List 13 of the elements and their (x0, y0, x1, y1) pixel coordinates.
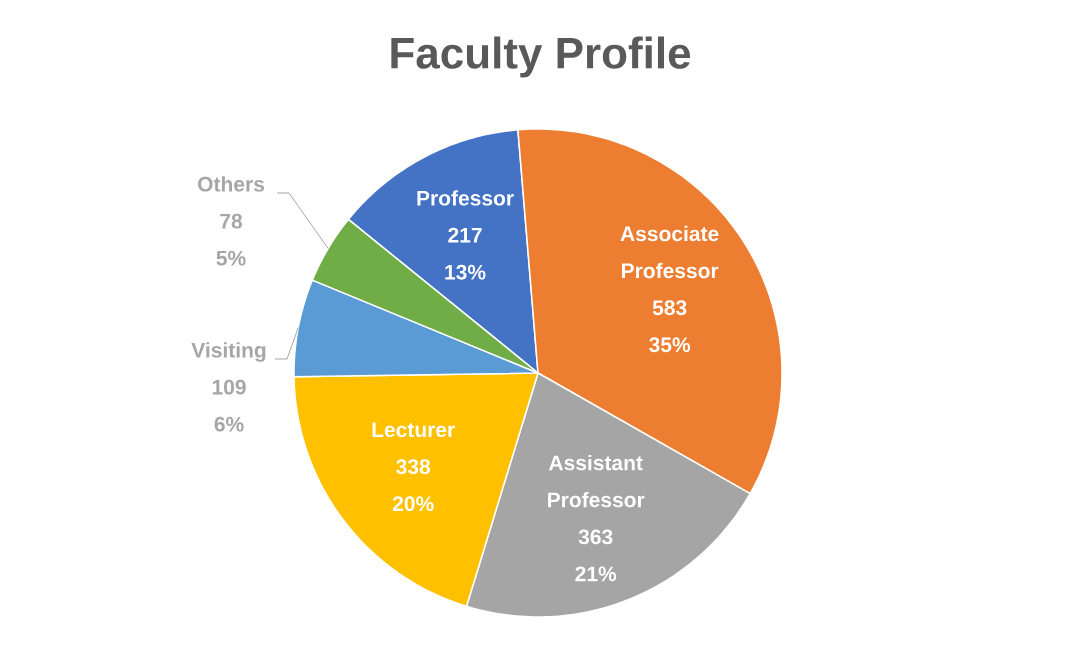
data-label: 109 6% (212, 379, 246, 432)
data-label: 338 20% (392, 459, 434, 512)
slice-label: Lecturer (372, 422, 455, 438)
data-label: 363 21% (575, 529, 617, 582)
data-label: 217 13% (445, 227, 486, 280)
slice-label: Others (198, 176, 264, 192)
slice-label: Professor (417, 190, 514, 206)
data-label: 583 35% (649, 300, 691, 353)
slice-label: Associate Professor (620, 225, 719, 279)
slice-label: Assistant Professor (548, 454, 645, 508)
chart-title: Faculty Profile (391, 36, 691, 78)
data-label: 78 5% (216, 213, 246, 266)
slice-label: Visiting (191, 342, 266, 362)
